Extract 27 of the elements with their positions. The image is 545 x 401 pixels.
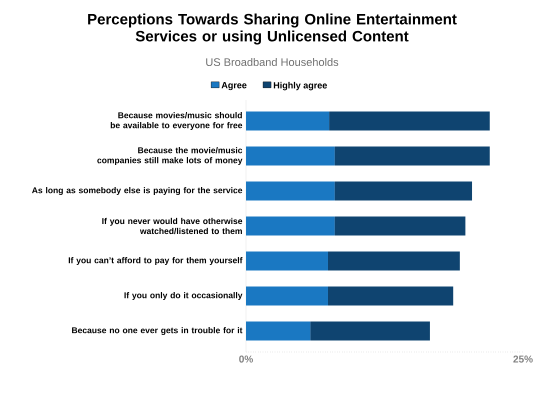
legend-label: Agree — [222, 82, 247, 90]
bar — [310, 322, 430, 341]
y-tick-label: If you only do it occasionally — [124, 292, 242, 300]
chart-title: Perceptions Towards Sharing Online Entertainment Services or using Unlicensed Content — [88, 13, 457, 45]
y-tick-label: If you never would have otherwise watched/listened to them — [102, 218, 242, 234]
bar — [328, 252, 460, 271]
bar — [246, 146, 335, 166]
legend-label: Highly agree — [274, 82, 327, 90]
y-tick-label: As long as somebody else is paying for the service — [32, 187, 242, 195]
bar — [334, 182, 472, 201]
y-tick-label: Because no one ever gets in trouble for it — [72, 327, 242, 335]
y-tick-label: Because movies/music should be available to everyone for free — [110, 112, 242, 130]
bar — [246, 322, 310, 341]
x-tick-label: 25% — [513, 356, 533, 363]
y-tick-label: If you can’t afford to pay for them yourself — [68, 257, 242, 265]
bar — [246, 182, 335, 201]
bar — [329, 112, 490, 131]
bar — [246, 216, 335, 236]
chart-subtitle: US Broadband Households — [206, 58, 338, 66]
bar — [246, 286, 328, 306]
bar — [246, 252, 328, 271]
bar — [334, 216, 466, 236]
y-tick-label: Because the movie/music companies still make lots of money — [97, 147, 242, 165]
bar — [328, 286, 454, 306]
x-tick-label: 0% — [239, 356, 253, 363]
bar — [246, 112, 330, 131]
bar — [334, 146, 490, 166]
